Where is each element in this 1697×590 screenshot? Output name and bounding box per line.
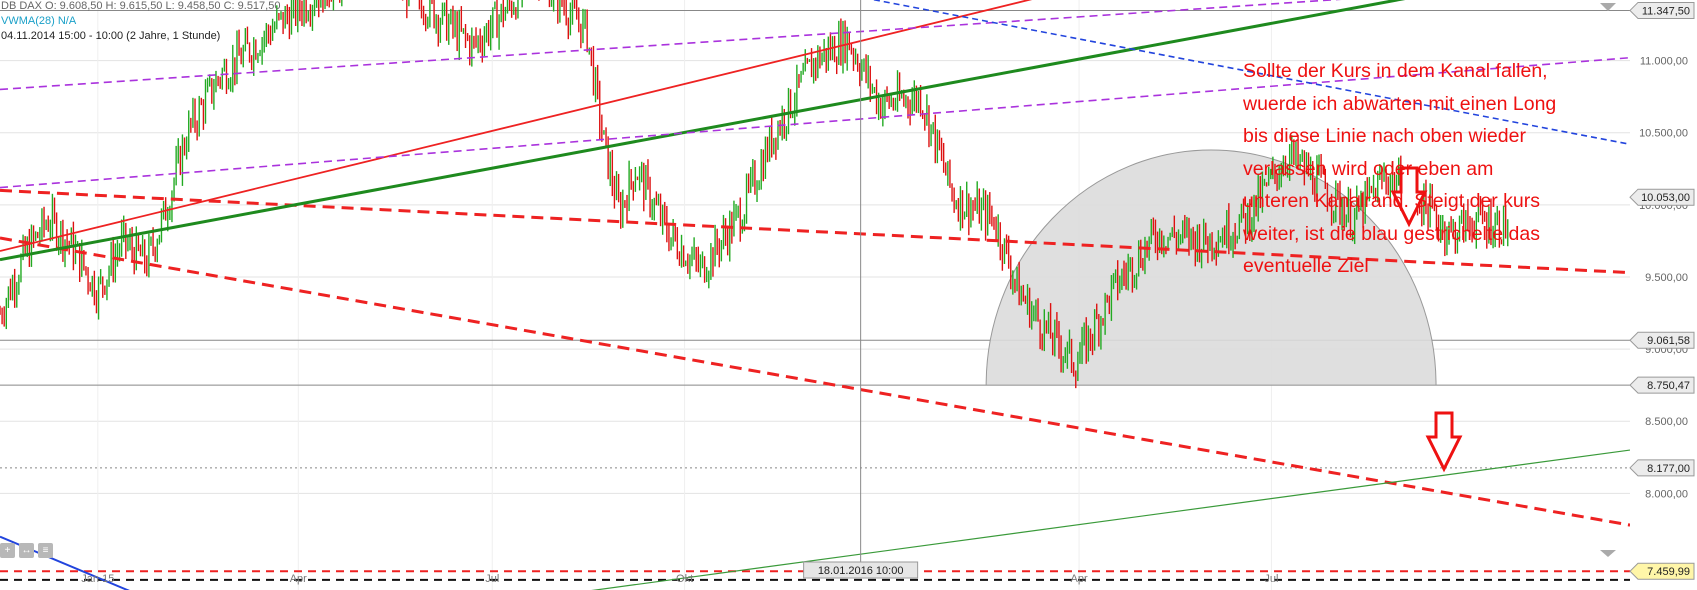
blue-target-line bbox=[871, 0, 1630, 146]
price-tag-box bbox=[1629, 459, 1695, 477]
price-tag-box bbox=[1629, 331, 1695, 349]
y-tick-label-5: 10.500,00 bbox=[1639, 128, 1688, 140]
x-tick-label-5: Jul bbox=[1264, 573, 1278, 585]
price-tag-4[interactable]: 8.177,00 bbox=[1629, 459, 1695, 477]
ohlc-readout: DB DAX O: 9.608,50 H: 9.615,50 L: 9.458,… bbox=[1, 0, 281, 12]
price-tag-label: 8.750,47 bbox=[1647, 380, 1690, 392]
price-tag-box bbox=[1629, 188, 1695, 206]
y-tick-label-1: 8.500,00 bbox=[1645, 416, 1688, 428]
y-tick-label-3: 9.500,00 bbox=[1645, 272, 1688, 284]
price-tag-box bbox=[1629, 1, 1695, 19]
price-tag-label: 9.061,58 bbox=[1647, 335, 1690, 347]
price-tag-box bbox=[1629, 562, 1695, 580]
x-tick-label-2: Jul bbox=[485, 573, 499, 585]
price-tag-label: 10.053,00 bbox=[1641, 192, 1690, 204]
down-arrow-upper bbox=[1390, 166, 1428, 228]
price-tag-5[interactable]: 7.459,99 bbox=[1629, 562, 1695, 580]
x-tick-label-4: Apr bbox=[1070, 573, 1087, 585]
x-tick-label-1: Apr bbox=[290, 573, 307, 585]
trade-annotation: Sollte der Kurs in dem Kanal fallen, wue… bbox=[1243, 60, 1557, 277]
price-tag-label: 8.177,00 bbox=[1647, 463, 1690, 475]
price-tag-2[interactable]: 9.061,58 bbox=[1629, 331, 1695, 349]
trend-lines bbox=[0, 0, 1630, 590]
zoom-icon[interactable]: + bbox=[0, 543, 15, 558]
down-arrow-lower bbox=[1425, 411, 1463, 473]
price-tag-1[interactable]: 10.053,00 bbox=[1629, 188, 1695, 206]
y-tick-label-0: 8.000,00 bbox=[1645, 488, 1688, 500]
y-tick-label-6: 11.000,00 bbox=[1640, 56, 1688, 68]
crosshair-date-label: 18.01.2016 10:00 bbox=[818, 565, 904, 577]
price-tag-label: 7.459,99 bbox=[1647, 566, 1690, 578]
rising-red-line bbox=[0, 0, 1033, 252]
green-trend-line bbox=[0, 0, 1406, 262]
upper-channel-line bbox=[0, 188, 1630, 275]
green-lower-line bbox=[591, 449, 1630, 590]
crosshair-tag-box bbox=[803, 561, 919, 579]
scroll-down-icon bbox=[1600, 550, 1616, 557]
price-tag-3[interactable]: 8.750,47 bbox=[1629, 376, 1695, 394]
chart-tools: + ↔ ≡ bbox=[0, 540, 57, 558]
scroll-up-icon bbox=[1600, 3, 1616, 11]
lower-channel-line bbox=[0, 236, 1630, 527]
price-tag-label: 11.347,50 bbox=[1642, 5, 1690, 17]
pan-icon[interactable]: ↔ bbox=[19, 543, 34, 558]
indicator-readout: VWMA(28) N/A bbox=[1, 15, 77, 27]
date-range-readout: 04.11.2014 15:00 - 10:00 (2 Jahre, 1 Stu… bbox=[1, 30, 221, 42]
price-tag-box bbox=[1629, 376, 1695, 394]
price-tag-0[interactable]: 11.347,50 bbox=[1629, 1, 1695, 19]
x-tick-label-0: Jan 15 bbox=[81, 573, 114, 585]
settings-icon[interactable]: ≡ bbox=[38, 543, 53, 558]
candles bbox=[0, 0, 1509, 389]
x-tick-label-3: Okt bbox=[676, 573, 693, 585]
